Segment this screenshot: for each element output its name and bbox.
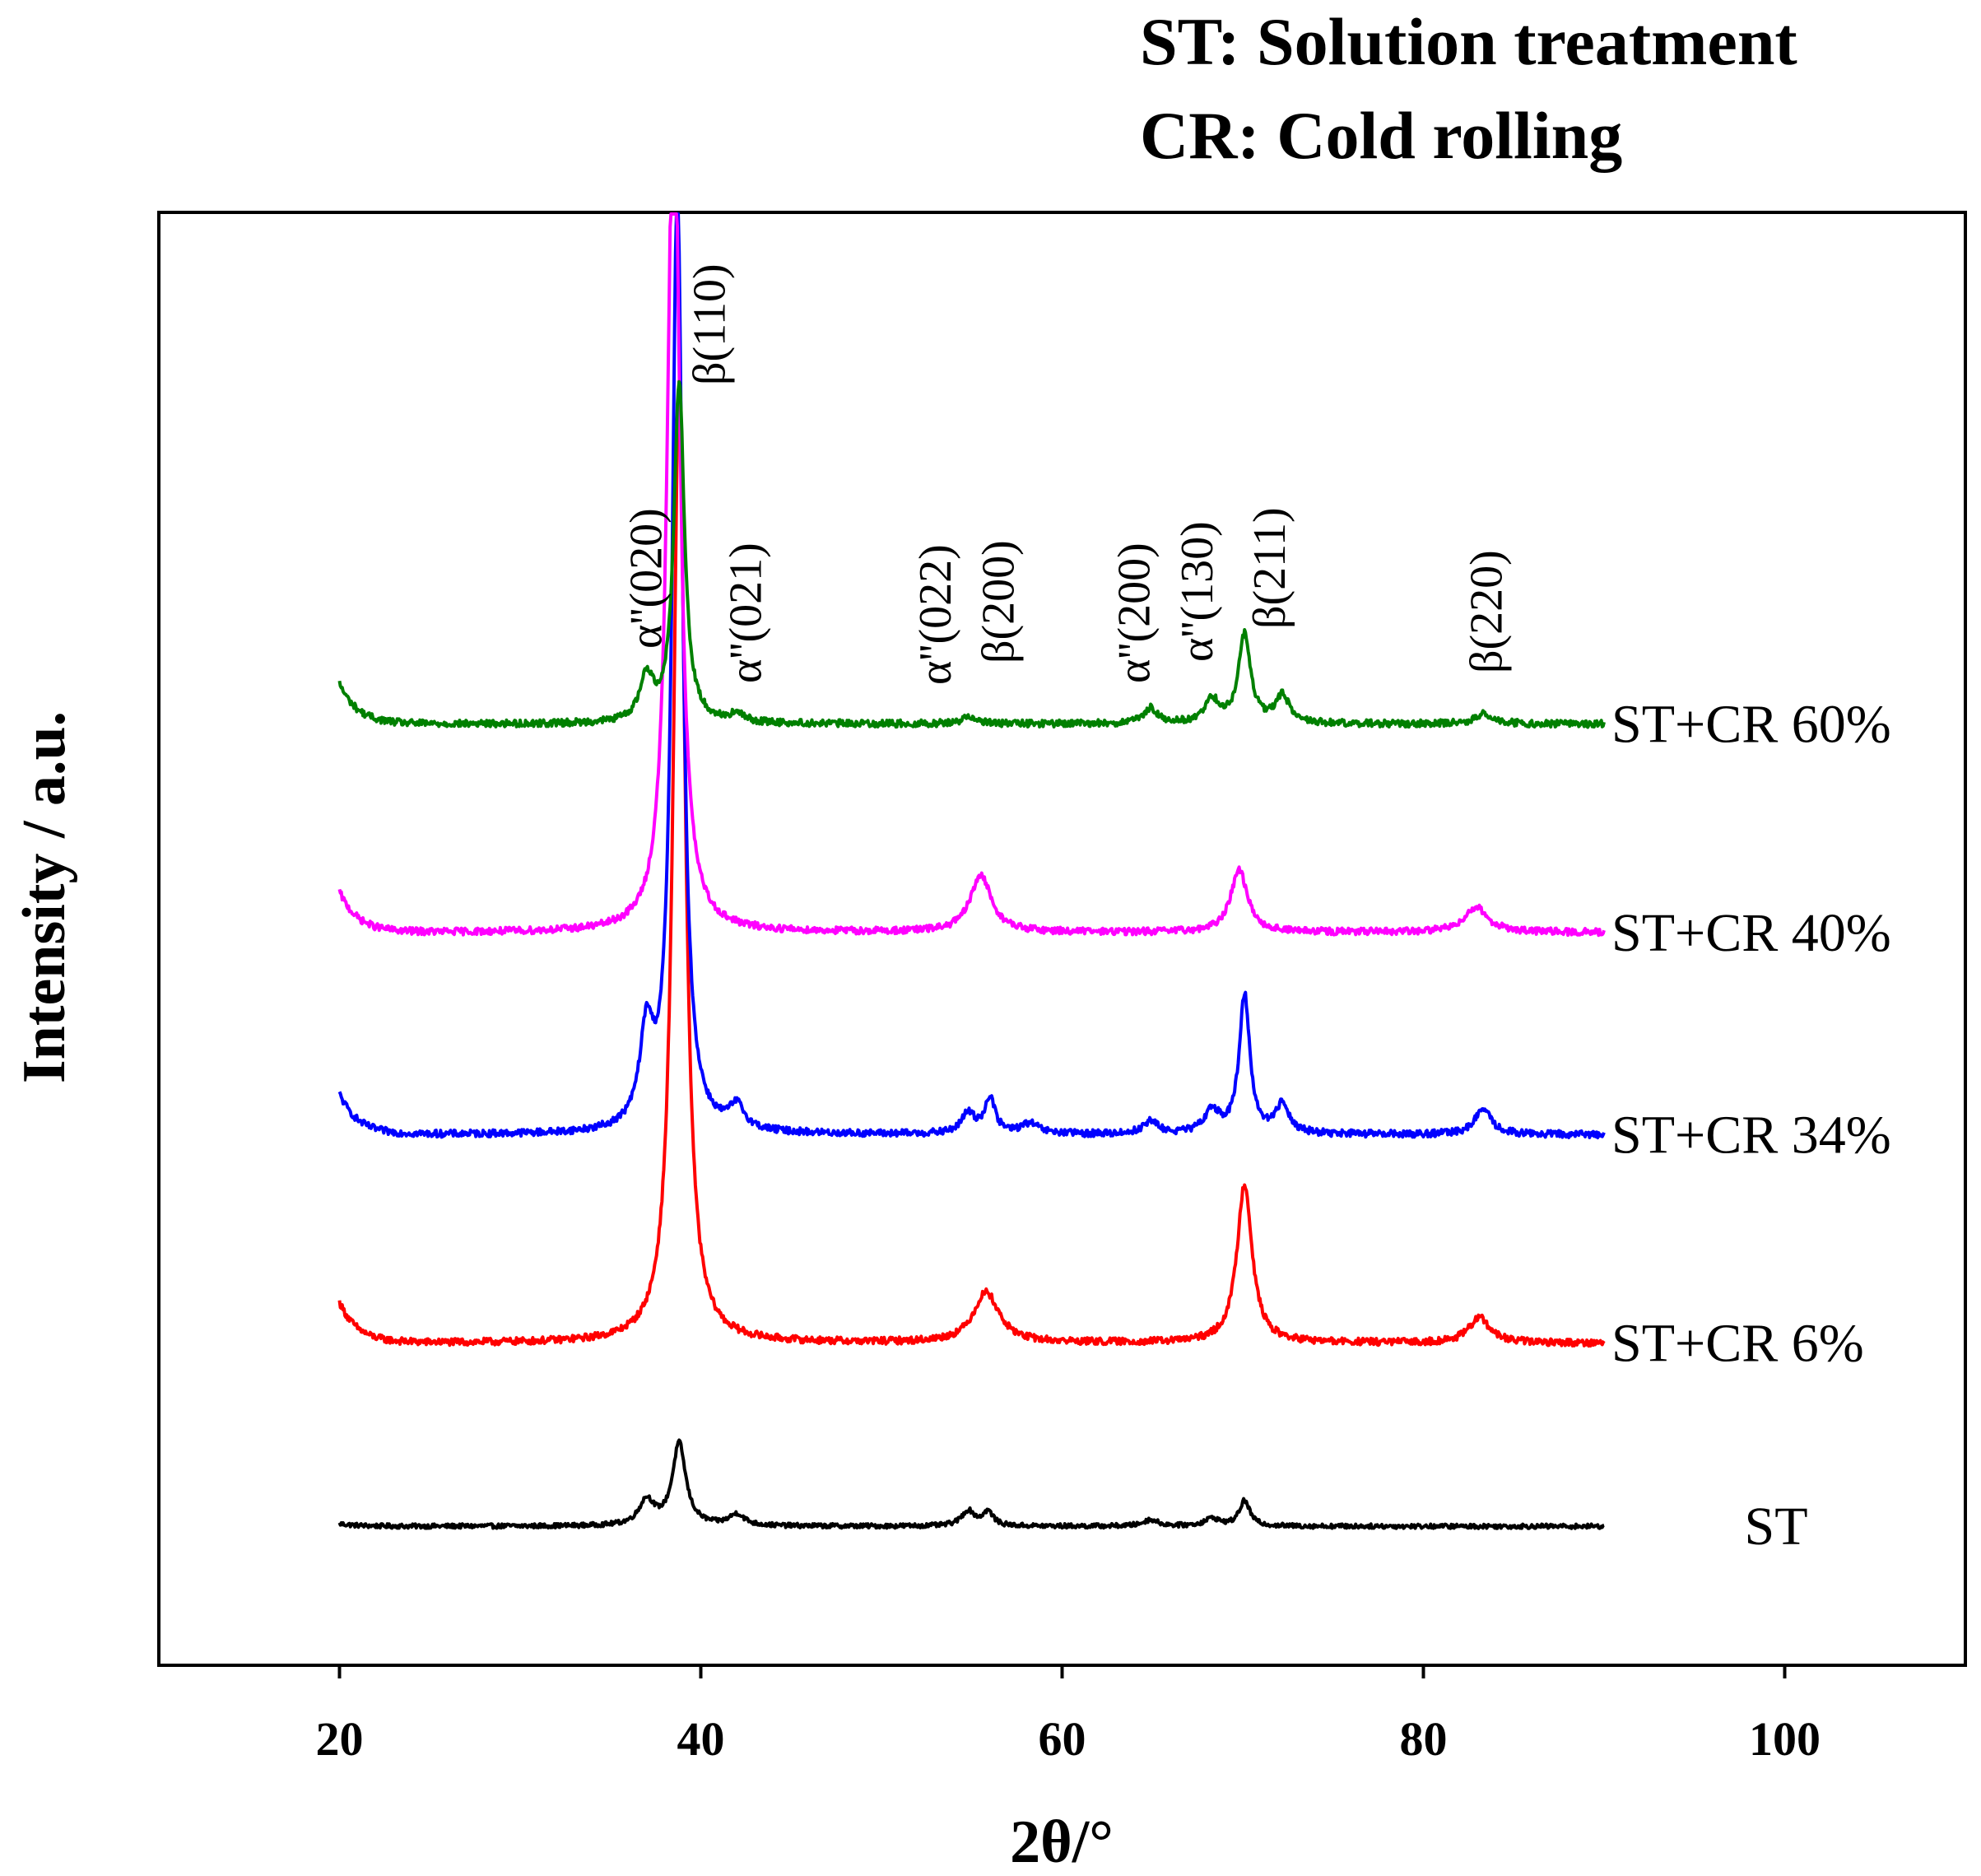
- series-labels: ST ST+CR 6% ST+CR 34% ST+CR 40% ST+CR 60%: [1611, 695, 1891, 1557]
- x-axis-label: 2θ/°: [1010, 1809, 1114, 1876]
- series-line-st: [337, 1438, 1605, 1530]
- x-axis-ticks: 20 40 60 80 100: [316, 1665, 1821, 1766]
- peak-annotations: α''(020) β(110) α''(021) α''(022) β(200) α''(…: [621, 263, 1513, 685]
- chart-title-line-2: CR: Cold rolling: [1140, 98, 1622, 173]
- chart-title-line-1: ST: Solution treatment: [1140, 4, 1797, 79]
- peak-annotation-5: α''(200): [1109, 542, 1160, 683]
- series-line-st-cr-34-: [337, 212, 1606, 1140]
- peak-annotation-8: β(220): [1461, 550, 1512, 673]
- peak-annotation-0: α''(020): [621, 508, 672, 649]
- series-line-st-cr-60-: [337, 379, 1606, 729]
- series-line-st-cr-6-: [337, 379, 1606, 1348]
- peak-annotation-1: β(110): [685, 263, 736, 385]
- peak-annotation-3: α''(022): [910, 544, 961, 685]
- x-tick-label-20: 20: [316, 1712, 364, 1766]
- series-line-st-cr-40-: [337, 212, 1606, 938]
- x-tick-label-60: 60: [1039, 1712, 1086, 1766]
- series-label-st-cr-34-: ST+CR 34%: [1611, 1105, 1891, 1165]
- series-label-st: ST: [1744, 1497, 1807, 1557]
- x-tick-label-80: 80: [1400, 1712, 1448, 1766]
- peak-annotation-7: β(211): [1244, 507, 1295, 629]
- x-tick-label-100: 100: [1749, 1712, 1821, 1766]
- peak-annotation-2: α''(021): [720, 542, 771, 683]
- series-layer: [337, 212, 1606, 1530]
- y-axis-label: Intensity / a.u.: [11, 711, 78, 1083]
- series-label-st-cr-6-: ST+CR 6%: [1611, 1314, 1864, 1374]
- peak-annotation-4: β(200): [974, 540, 1025, 663]
- peak-annotation-6: α''(130): [1172, 521, 1223, 662]
- series-label-st-cr-40-: ST+CR 40%: [1611, 903, 1891, 963]
- x-tick-label-40: 40: [677, 1712, 725, 1766]
- series-label-st-cr-60-: ST+CR 60%: [1611, 695, 1891, 755]
